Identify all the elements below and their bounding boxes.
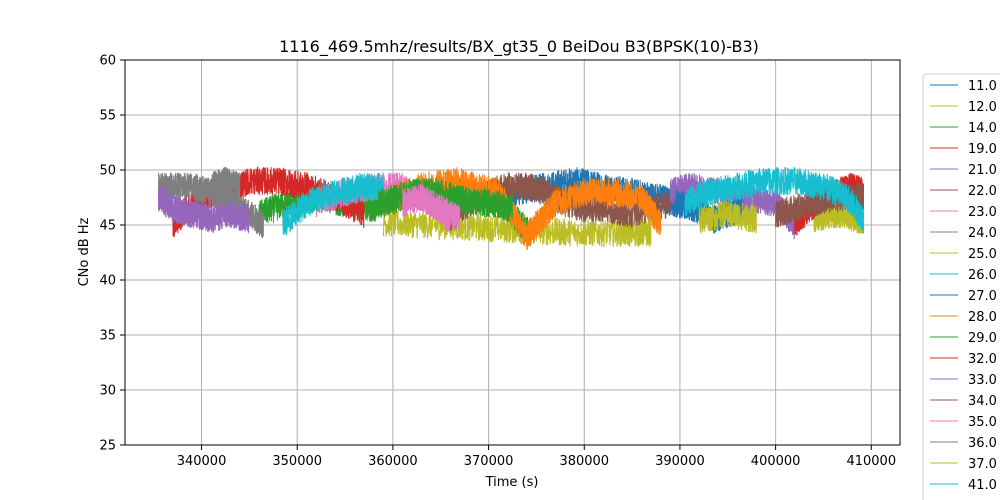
- legend-label-27.0: 27.0: [968, 289, 997, 304]
- x-tick-label: 340000: [177, 454, 227, 469]
- y-tick-label: 25: [99, 439, 116, 454]
- legend-label-32.0: 32.0: [968, 352, 997, 367]
- plot-frame: [124, 59, 901, 446]
- series-line-37.0: [698, 200, 757, 234]
- series-lines: [158, 166, 865, 251]
- y-axis-label: CNo dB Hz: [77, 217, 92, 286]
- legend-label-21.0: 21.0: [968, 163, 997, 178]
- y-axis-ticks: 25 30 35 40 45 50 55 60: [99, 54, 125, 454]
- y-tick-label: 45: [99, 219, 116, 234]
- x-tick-label: 370000: [464, 454, 514, 469]
- x-tick-label: 410000: [846, 454, 896, 469]
- legend-label-23.0: 23.0: [968, 205, 997, 220]
- legend-label-19.0: 19.0: [968, 142, 997, 157]
- legend-label-14.0: 14.0: [968, 121, 997, 136]
- x-tick-label: 390000: [655, 454, 705, 469]
- series-line-35.0: [402, 183, 461, 233]
- x-tick-label: 350000: [272, 454, 322, 469]
- y-tick-label: 40: [99, 274, 116, 289]
- legend-box: [922, 73, 1000, 500]
- legend-label-35.0: 35.0: [968, 415, 997, 430]
- legend-label-28.0: 28.0: [968, 310, 997, 325]
- series-line-36.0: [210, 166, 241, 201]
- x-tick-label: 360000: [368, 454, 418, 469]
- series-line-26.0: [282, 172, 384, 236]
- y-tick-label: 35: [99, 329, 116, 344]
- y-tick-label: 60: [99, 54, 116, 69]
- x-axis-label: Time (s): [485, 475, 539, 490]
- legend-label-26.0: 26.0: [968, 268, 997, 283]
- series-line-29.0: [378, 178, 513, 221]
- legend-label-22.0: 22.0: [968, 184, 997, 199]
- legend-label-24.0: 24.0: [968, 226, 997, 241]
- legend-label-37.0: 37.0: [968, 457, 997, 472]
- legend-label-34.0: 34.0: [968, 394, 997, 409]
- legend-label-25.0: 25.0: [968, 247, 997, 262]
- x-tick-label: 380000: [559, 454, 609, 469]
- series-line-33.0: [158, 186, 250, 234]
- legend-label-29.0: 29.0: [968, 331, 997, 346]
- y-tick-label: 30: [99, 384, 116, 399]
- x-axis-ticks: 340000 350000 360000 370000 380000 390000 4000…: [177, 445, 896, 469]
- series-line-41.0: [684, 167, 865, 234]
- y-tick-label: 50: [99, 164, 116, 179]
- chart-title: 1116_469.5mhz/results/BX_gt35_0 BeiDou B…: [279, 37, 759, 57]
- legend-label-33.0: 33.0: [968, 373, 997, 388]
- legend-label-36.0: 36.0: [968, 436, 997, 451]
- legend-label-11.0: 11.0: [968, 79, 997, 94]
- legend-label-12.0: 12.0: [968, 100, 997, 115]
- x-tick-label: 400000: [751, 454, 801, 469]
- y-tick-label: 55: [99, 109, 116, 124]
- legend: 11.0 12.0 14.0 19.0 21.0 22.0 23.0 24.0 25.0 26.0…: [922, 73, 1000, 500]
- legend-label-41.0: 41.0: [968, 478, 997, 493]
